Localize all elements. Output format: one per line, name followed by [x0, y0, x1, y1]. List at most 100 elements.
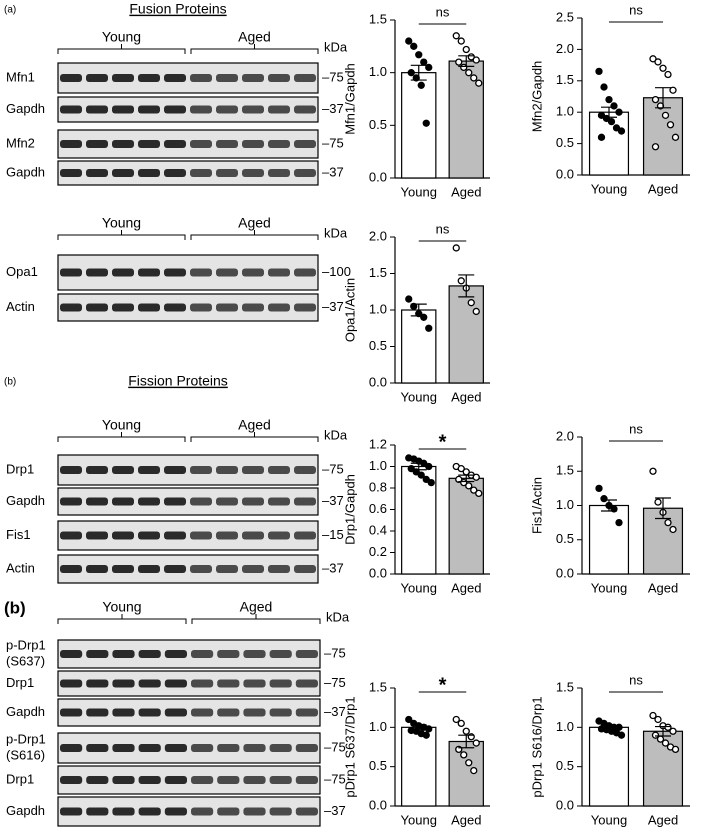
panel-label: (b)	[4, 377, 16, 388]
blot-band	[112, 105, 134, 114]
data-point	[470, 766, 478, 775]
blot-band	[216, 268, 238, 277]
data-point	[664, 70, 672, 79]
blot-band	[216, 140, 238, 148]
y-tick-label: 0.0	[369, 374, 387, 389]
blot-band	[112, 466, 134, 474]
error-bar	[458, 274, 475, 298]
error-bar	[655, 725, 671, 737]
blot-band	[268, 466, 290, 474]
row-label: p-Drp1	[6, 637, 46, 652]
blot-band	[138, 650, 161, 658]
blot-band	[164, 807, 187, 816]
unit-label: kDa	[324, 39, 348, 54]
blot-band	[164, 169, 186, 177]
x-tick-label: Young	[401, 389, 437, 404]
blot-band	[191, 776, 214, 784]
blot-band	[138, 531, 160, 540]
error-bar	[410, 303, 427, 317]
bar	[642, 97, 684, 176]
blot-band	[60, 679, 83, 688]
y-tick-label: 1.0	[556, 104, 574, 119]
row-label: Gapdh	[6, 803, 45, 818]
blot-band	[294, 303, 316, 312]
row-label: Gapdh	[6, 493, 45, 508]
y-tick-label: 0.5	[556, 135, 574, 150]
blot-band	[268, 74, 290, 82]
blot-band	[112, 268, 134, 277]
blot-band	[190, 565, 212, 573]
data-point	[615, 518, 623, 527]
data-point	[649, 467, 657, 475]
data-point	[417, 81, 425, 89]
blot-band	[294, 140, 316, 148]
blot-band	[269, 807, 292, 816]
blot-band	[217, 807, 240, 816]
blot-band	[60, 169, 82, 177]
blot-band	[60, 776, 83, 784]
blot-band	[269, 679, 292, 688]
y-tick-label: 0.0	[369, 169, 387, 184]
blot-band	[164, 565, 186, 573]
row-label: Fis1	[6, 527, 31, 542]
kda-marker: –75	[324, 771, 346, 786]
group-label: Aged	[240, 599, 273, 615]
blot-band	[112, 303, 134, 312]
blot-band	[268, 303, 290, 312]
y-tick-label: 2.5	[556, 9, 574, 24]
group-label: Aged	[238, 215, 271, 231]
row-label: Opa1	[6, 264, 38, 279]
group-label: Young	[102, 29, 141, 45]
y-axis-label: Opa1/Actin	[342, 278, 357, 342]
data-point	[470, 74, 478, 82]
blot-band	[294, 74, 316, 82]
bar	[401, 72, 437, 179]
blot-band	[294, 105, 316, 114]
blot-band	[216, 169, 238, 177]
data-point	[455, 475, 463, 484]
blot-band	[190, 466, 212, 474]
blot-band	[112, 650, 135, 658]
y-tick-label: 0.5	[369, 758, 387, 773]
blot-band	[216, 74, 238, 82]
blot-band	[112, 74, 134, 82]
row-label: Drp1	[6, 461, 34, 476]
x-tick-label: Young	[401, 580, 437, 595]
data-point	[422, 731, 430, 739]
bar	[588, 504, 630, 575]
data-point	[410, 302, 418, 311]
blot-band	[191, 744, 214, 752]
data-point	[659, 64, 667, 72]
blot-band	[112, 497, 134, 506]
kda-marker: –75	[324, 645, 346, 660]
data-point	[420, 313, 428, 321]
blot-band	[164, 303, 186, 312]
data-point	[651, 731, 660, 739]
blot-band	[164, 679, 187, 688]
significance-label: ns	[629, 421, 643, 436]
blot-band	[164, 497, 186, 506]
blot-band	[268, 268, 290, 277]
data-point	[472, 307, 480, 316]
data-point	[420, 58, 428, 66]
blot-band	[164, 744, 187, 752]
data-point	[467, 299, 475, 307]
blot-band	[60, 105, 82, 114]
blot-band	[86, 497, 108, 506]
blot-band	[86, 807, 109, 816]
blot-band	[242, 74, 264, 82]
blot-band	[216, 531, 238, 540]
blot-band	[268, 169, 290, 177]
error-bar	[601, 499, 617, 512]
data-point	[617, 731, 626, 739]
data-point	[427, 478, 435, 487]
y-axis-label: pDrp1 S637/Drp1	[342, 696, 357, 797]
row-label: Actin	[6, 299, 35, 314]
data-point	[472, 739, 480, 747]
unit-label: kDa	[324, 427, 348, 442]
data-point	[617, 127, 626, 135]
data-point	[651, 95, 660, 104]
y-tick-label: 1.0	[556, 719, 574, 734]
kda-marker: –75	[322, 69, 344, 84]
data-point	[425, 462, 433, 471]
